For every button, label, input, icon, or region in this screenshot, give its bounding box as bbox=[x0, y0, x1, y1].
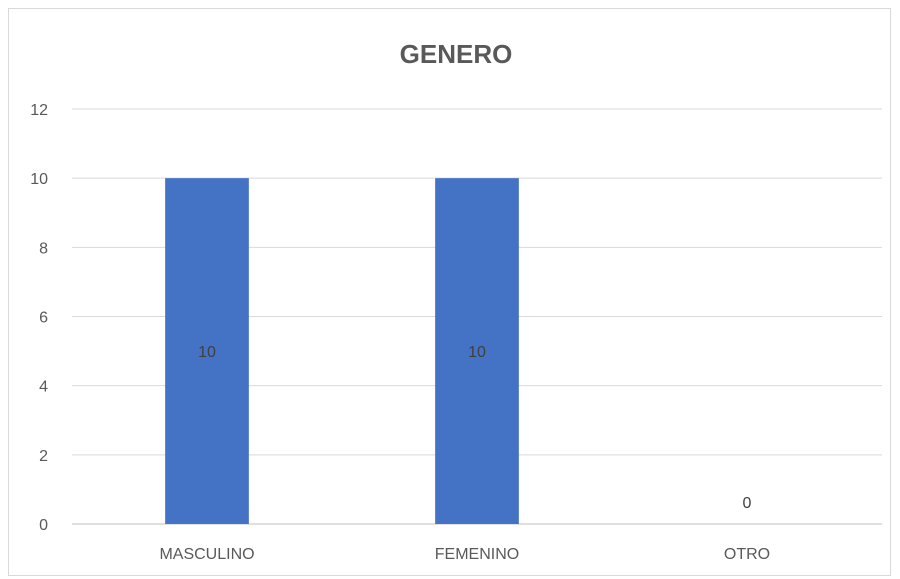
data-label: 10 bbox=[198, 344, 216, 361]
y-axis-ticks: 0 2 4 6 8 10 12 bbox=[30, 102, 48, 534]
y-tick-label: 2 bbox=[39, 448, 48, 465]
bar bbox=[435, 178, 519, 524]
x-tick-label: OTRO bbox=[724, 546, 770, 563]
x-tick-label: MASCULINO bbox=[159, 546, 254, 563]
bar bbox=[165, 178, 249, 524]
y-tick-label: 6 bbox=[39, 310, 48, 327]
data-label: 0 bbox=[743, 495, 752, 512]
chart-title: GENERO bbox=[400, 39, 513, 69]
data-label: 10 bbox=[468, 344, 486, 361]
y-tick-label: 4 bbox=[39, 379, 48, 396]
y-tick-label: 0 bbox=[39, 517, 48, 534]
x-axis-ticks: MASCULINO FEMENINO OTRO bbox=[159, 546, 770, 563]
y-tick-label: 12 bbox=[30, 102, 48, 119]
y-tick-label: 8 bbox=[39, 240, 48, 257]
bars bbox=[165, 178, 519, 524]
x-tick-label: FEMENINO bbox=[435, 546, 519, 563]
data-labels: 10 10 0 bbox=[198, 344, 751, 512]
y-tick-label: 10 bbox=[30, 171, 48, 188]
